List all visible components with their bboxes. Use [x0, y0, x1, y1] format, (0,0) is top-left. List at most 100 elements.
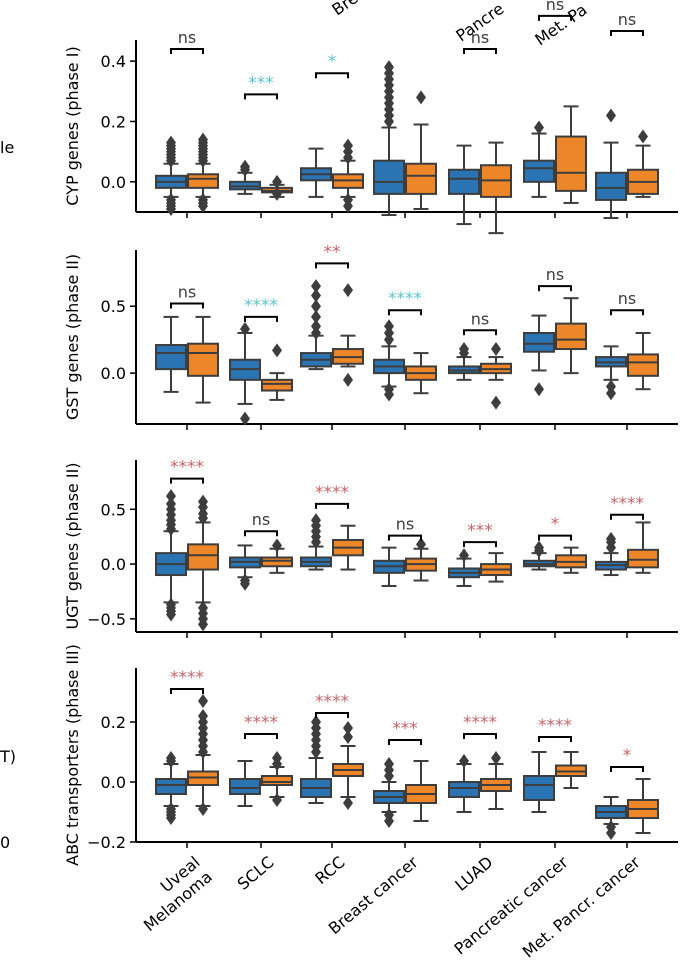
outlier-point: [166, 607, 176, 622]
box-body: [187, 173, 219, 189]
y-tick-label: 0.2: [101, 713, 126, 732]
significance-label: ****: [610, 494, 644, 514]
outlier-point: [240, 576, 250, 591]
blue-box-5: [448, 548, 480, 587]
blue-box-3: [300, 279, 332, 371]
significance-label: ****: [315, 692, 349, 712]
significance-6: *: [538, 515, 572, 541]
significance-bracket: [244, 733, 278, 739]
significance-bracket: [170, 48, 204, 55]
outlier-point: [638, 129, 648, 144]
significance-bracket: [538, 534, 572, 541]
box-body: [523, 775, 555, 801]
outlier-point: [459, 548, 469, 563]
box-body: [627, 548, 659, 569]
outlier-point: [384, 757, 394, 771]
x-category-label: LUAD: [451, 853, 496, 895]
significance-7: *: [610, 746, 644, 772]
blue-box-6: [523, 751, 555, 813]
significance-bracket: [463, 733, 497, 739]
significance-bracket: [610, 29, 644, 36]
blue-box-4: [373, 546, 405, 587]
significance-label: ns: [252, 510, 270, 529]
outlier-point: [272, 538, 282, 553]
blue-box-6: [523, 540, 555, 571]
orange-box-4: [405, 352, 437, 395]
outlier-point: [198, 617, 208, 632]
y-tick-label: 0.5: [101, 297, 126, 316]
orange-box-3: [332, 721, 364, 810]
outlier-point: [166, 496, 176, 511]
x-category-label: Met. Pancr. cancer: [519, 852, 644, 961]
blue-box-6: [523, 314, 555, 397]
y-tick-label: 0.0: [101, 364, 126, 383]
blue-box-5: [448, 342, 480, 381]
outlier-point: [606, 826, 616, 840]
significance-bracket: [538, 14, 572, 21]
box-body: [405, 162, 437, 195]
significance-bracket: [538, 736, 572, 742]
outlier-point: [198, 694, 208, 708]
significance-2: ns: [244, 510, 278, 537]
y-tick-label: 0.0: [101, 555, 126, 574]
significance-7: ****: [610, 494, 644, 520]
significance-label: ****: [170, 668, 204, 688]
outlier-point: [343, 721, 353, 735]
blue-box-3: [300, 147, 332, 198]
outlier-point: [311, 319, 321, 334]
significance-bracket: [610, 513, 644, 520]
outlier-point: [606, 108, 616, 123]
outlier-point: [166, 201, 176, 216]
orange-box-1: [187, 315, 219, 404]
top-fragment-1: Bre: [328, 0, 361, 19]
outlier-point: [198, 802, 208, 816]
blue-box-2: [229, 159, 261, 195]
box-body: [523, 159, 555, 183]
significance-label: ****: [244, 296, 278, 316]
outlier-point: [272, 186, 282, 201]
significance-label: **: [324, 242, 341, 262]
outlier-point: [606, 386, 616, 401]
outlier-point: [198, 132, 208, 147]
outlier-point: [343, 283, 353, 298]
significance-label: ****: [463, 713, 497, 733]
significance-label: ns: [471, 28, 489, 47]
left-fragment-1: le: [0, 138, 14, 157]
orange-box-6: [555, 105, 587, 204]
box-body: [261, 775, 293, 786]
significance-label: ****: [538, 716, 572, 736]
orange-box-4: [405, 537, 437, 582]
significance-3: *: [315, 52, 349, 79]
outlier-point: [343, 198, 353, 213]
orange-box-5: [480, 141, 512, 235]
box-body: [448, 168, 480, 195]
outlier-point: [311, 309, 321, 324]
significance-1: ns: [170, 283, 204, 309]
significance-label: ns: [546, 0, 564, 14]
significance-label: ns: [618, 289, 636, 308]
significance-6: ns: [538, 265, 572, 292]
outlier-point: [416, 90, 426, 105]
outlier-point: [166, 135, 176, 150]
outlier-point: [343, 730, 353, 744]
outlier-point: [240, 411, 250, 426]
significance-bracket: [170, 477, 204, 484]
orange-box-6: [555, 297, 587, 375]
significance-bracket: [244, 530, 278, 537]
x-category-label-line: Met. Pancr. cancer: [519, 852, 644, 961]
orange-box-7: [627, 778, 659, 834]
outlier-point: [198, 198, 208, 213]
blue-box-1: [155, 315, 187, 393]
orange-box-3: [332, 283, 364, 387]
blue-box-5: [448, 144, 480, 226]
orange-box-2: [261, 174, 293, 201]
outlier-point: [491, 751, 501, 765]
box-body: [555, 322, 587, 351]
significance-bracket: [388, 309, 422, 316]
significance-bracket: [244, 315, 278, 322]
outlier-point: [384, 60, 394, 75]
outlier-point: [198, 709, 208, 723]
significance-label: *: [551, 515, 560, 535]
box-body: [229, 778, 261, 795]
